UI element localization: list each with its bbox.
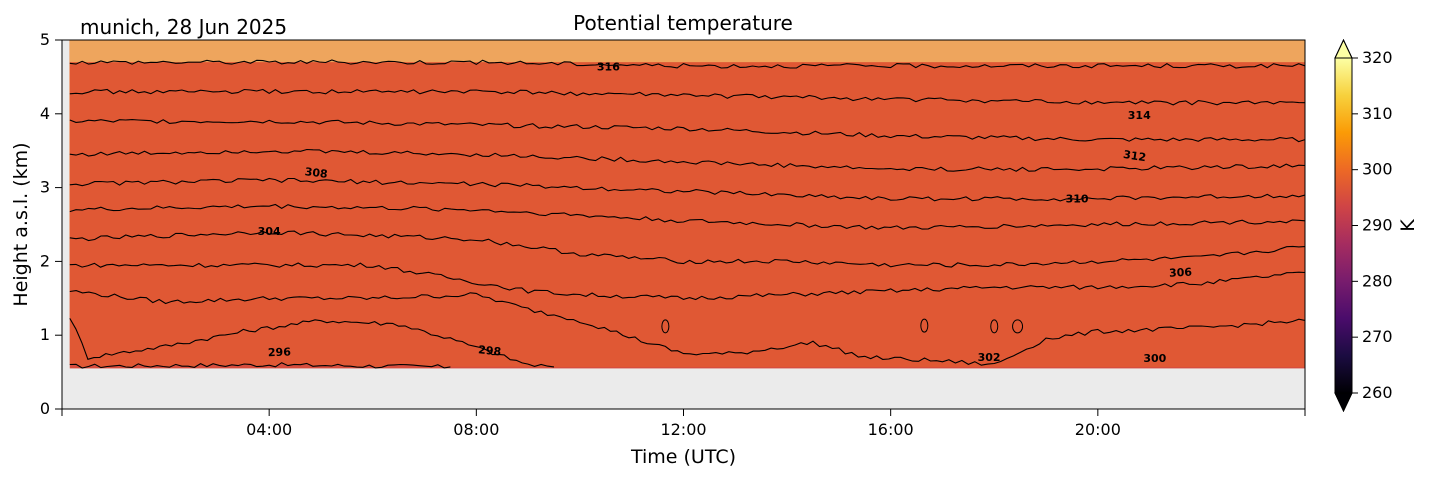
x-axis-label: Time (UTC) bbox=[630, 446, 736, 468]
y-tick-label: 1 bbox=[40, 325, 50, 344]
y-tick-label: 4 bbox=[40, 104, 50, 123]
contour-label: 306 bbox=[1169, 266, 1193, 280]
contour-line-298 bbox=[69, 318, 555, 368]
contour-line-314 bbox=[69, 88, 1305, 106]
contour-line-312 bbox=[69, 119, 1305, 143]
contour-label: 316 bbox=[597, 60, 620, 73]
y-tick-label: 5 bbox=[40, 30, 50, 49]
chart-subtitle: munich, 28 Jun 2025 bbox=[80, 15, 287, 39]
colorbar-label: K bbox=[1397, 219, 1419, 232]
y-tick-label: 0 bbox=[40, 399, 50, 418]
contour-label: 300 bbox=[1143, 352, 1166, 365]
contour-label: 296 bbox=[268, 345, 292, 359]
axes: 04:00 08:00 12:00 16:00 20:00 0 1 2 3 4 5 Time (UTC… bbox=[10, 30, 1306, 468]
plot-area: 296 298 300 302 304 306 308 310 312 314 316 bbox=[62, 40, 1305, 409]
x-tick-label: 12:00 bbox=[660, 420, 706, 439]
fill-band-top bbox=[69, 40, 1305, 63]
y-axis-label: Height a.s.l. (km) bbox=[10, 142, 32, 306]
contour-line-302 bbox=[69, 262, 1305, 301]
colorbar-tick-label: 300 bbox=[1362, 160, 1393, 179]
colorbar-tick-label: 320 bbox=[1362, 48, 1393, 67]
contour-line-316 bbox=[69, 59, 1305, 69]
contour-label: 312 bbox=[1122, 148, 1147, 164]
contour-label: 310 bbox=[1066, 192, 1089, 205]
contour-layer: 296 298 300 302 304 306 308 310 312 314 316 bbox=[69, 40, 1305, 369]
contour-label: 298 bbox=[478, 343, 502, 358]
contour-island bbox=[1012, 319, 1024, 334]
y-tick-label: 3 bbox=[40, 178, 50, 197]
y-tick-label: 2 bbox=[40, 251, 50, 270]
x-tick-label: 08:00 bbox=[453, 420, 499, 439]
contour-island bbox=[661, 319, 670, 334]
contour-island bbox=[920, 318, 929, 333]
contour-line-306 bbox=[69, 203, 1305, 230]
colorbar-tick-label: 280 bbox=[1362, 271, 1393, 290]
colorbar: 260 270 280 290 300 310 320 K bbox=[1334, 38, 1419, 413]
colorbar-tick-label: 260 bbox=[1362, 383, 1393, 402]
fill-band-296 bbox=[69, 40, 1305, 368]
colorbar-extend-min bbox=[1334, 392, 1353, 413]
contour-line-304 bbox=[69, 230, 1305, 268]
contour-line-300 bbox=[69, 290, 1305, 366]
contour-line-310 bbox=[69, 148, 1305, 172]
colorbar-gradient bbox=[1335, 58, 1352, 393]
x-tick-label: 16:00 bbox=[868, 420, 914, 439]
contour-label: 308 bbox=[304, 165, 328, 181]
contour-label: 304 bbox=[258, 225, 281, 238]
contour-label: 314 bbox=[1128, 109, 1151, 122]
x-tick-label: 04:00 bbox=[246, 420, 292, 439]
contour-label: 302 bbox=[978, 351, 1001, 364]
chart-title: Potential temperature bbox=[573, 11, 793, 35]
colorbar-tick-label: 270 bbox=[1362, 327, 1393, 346]
x-tick-label: 20:00 bbox=[1075, 420, 1121, 439]
colorbar-extend-max bbox=[1334, 38, 1353, 59]
contour-island bbox=[990, 319, 999, 334]
colorbar-tick-label: 290 bbox=[1362, 216, 1393, 235]
colorbar-tick-label: 310 bbox=[1362, 104, 1393, 123]
contour-line-308 bbox=[69, 177, 1305, 202]
contour-line-296 bbox=[69, 362, 451, 369]
